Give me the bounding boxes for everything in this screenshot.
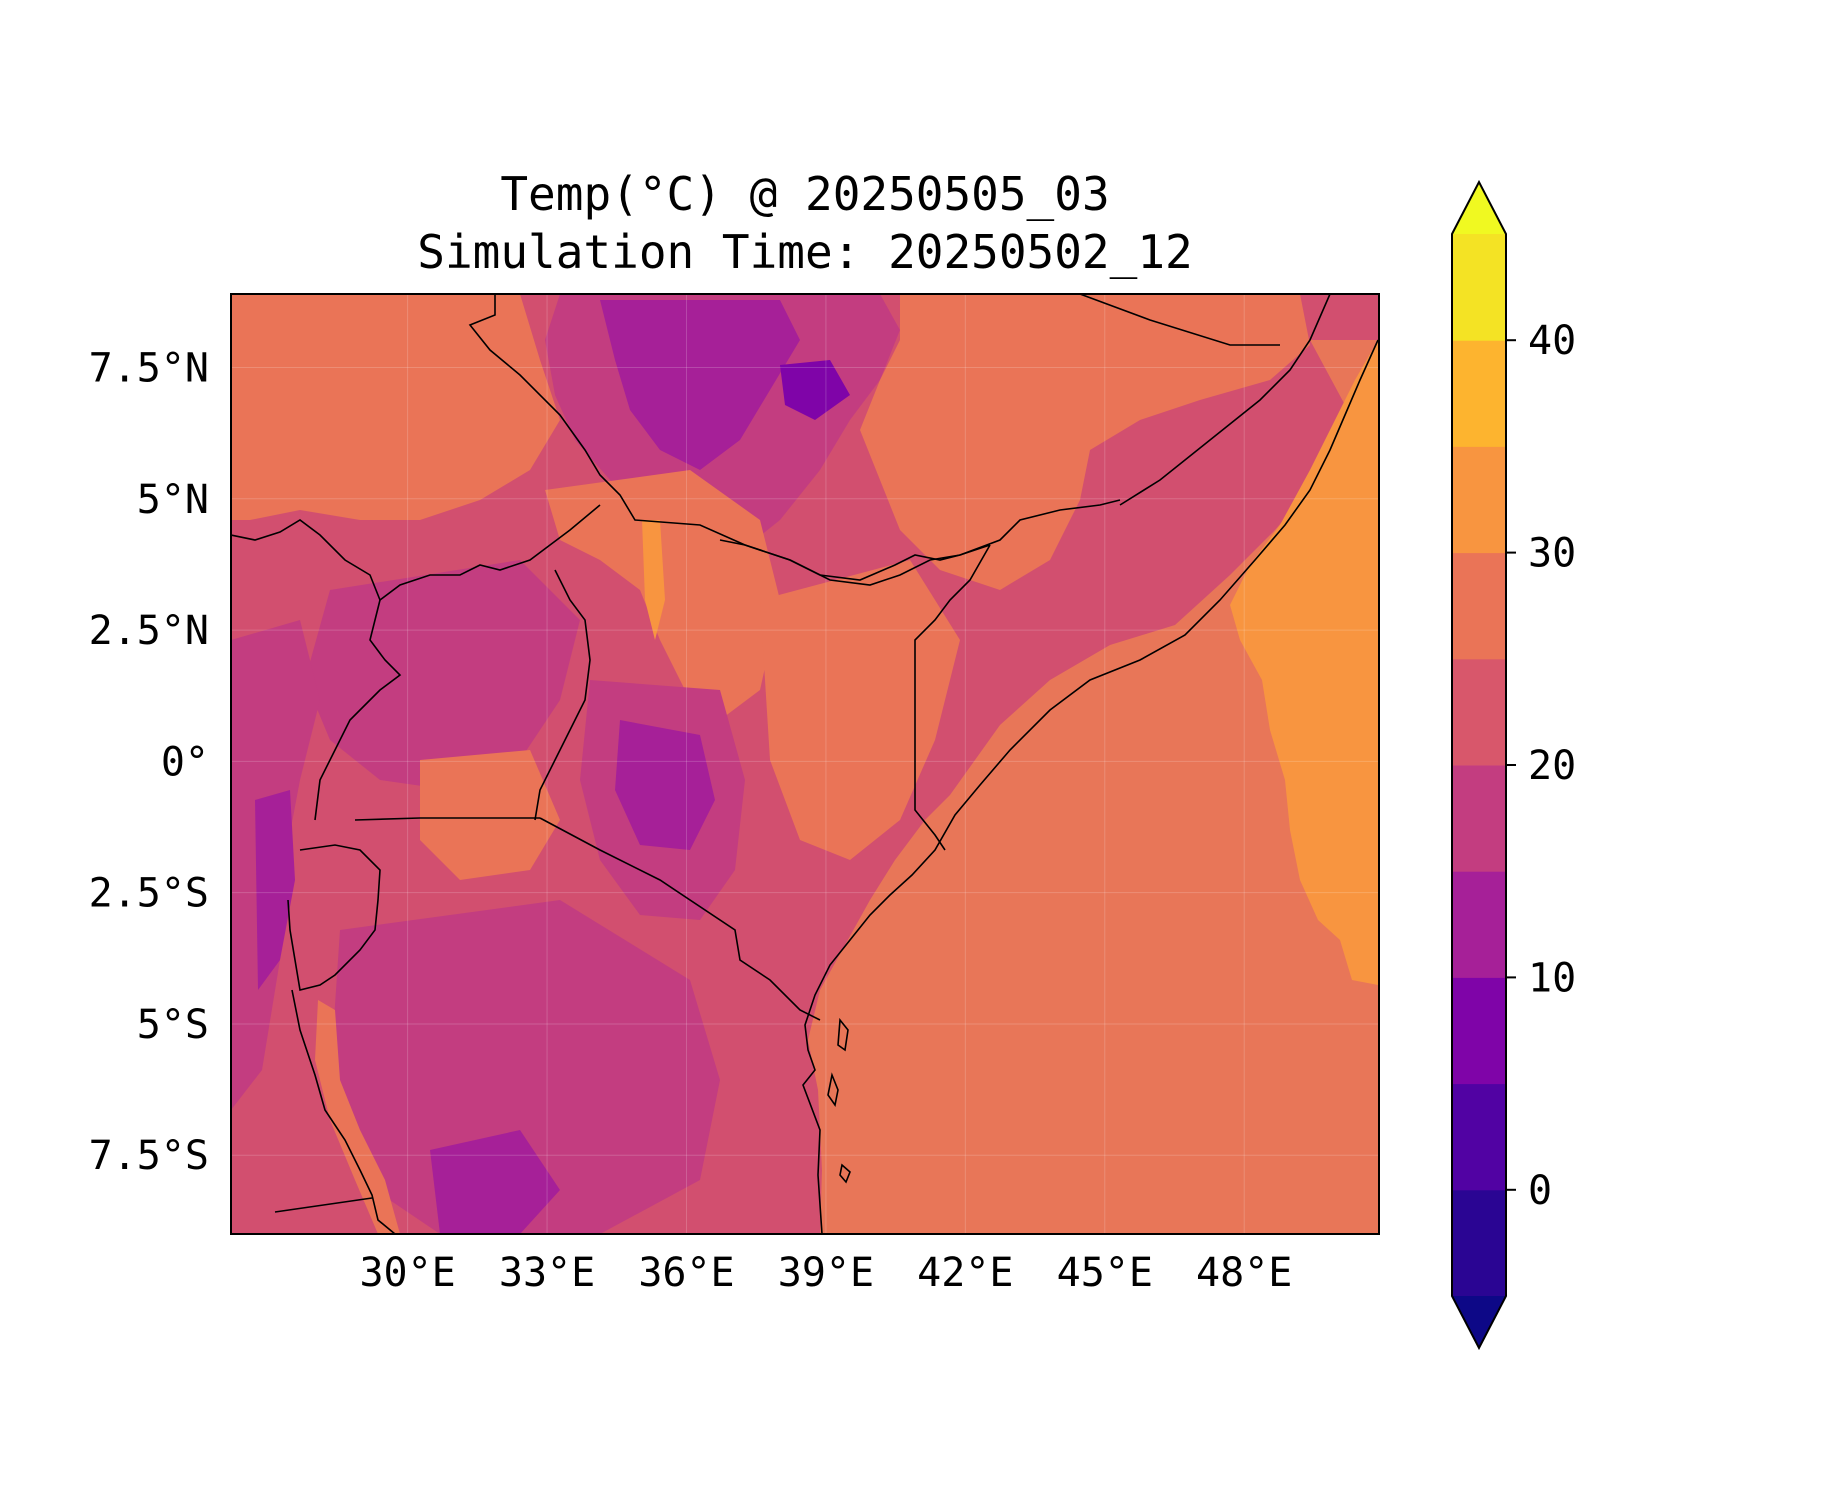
western-sudan-warm-region [231, 294, 560, 520]
colorbar-level [1452, 977, 1506, 1085]
lake-tanganyika-warm-strip [315, 1000, 400, 1234]
lon-tick-label: 45°E [1057, 1250, 1153, 1296]
lat-tick-label: 2.5°S [89, 871, 209, 917]
longitude-axis: 30°E 33°E 36°E 39°E 42°E 45°E 48°E [359, 1250, 1292, 1296]
ethiopia-somalia-border [1119, 294, 1331, 506]
colorbar-tick-label: 0 [1528, 1168, 1552, 1214]
lat-tick-label: 2.5°N [89, 608, 209, 654]
south-sudan-uganda-border [231, 504, 601, 602]
colorbar-level [1452, 340, 1506, 447]
colorbar-tick-label: 10 [1528, 955, 1576, 1001]
colorbar-levels [1452, 234, 1506, 1297]
lat-tick-label: 7.5°N [89, 346, 209, 392]
tanzania-interior-cool-region [330, 900, 720, 1234]
kenya-highlands-cold-core [615, 720, 715, 850]
lake-turkana-hot-strip [642, 520, 665, 640]
colorbar-under-extension [1452, 1296, 1506, 1348]
colorbar-level [1452, 765, 1506, 872]
lake-tanganyika-shore [291, 989, 396, 1234]
figure-title-line1: Temp(°C) @ 20250505_03 [500, 167, 1109, 221]
colorbar-tick-label: 20 [1528, 743, 1576, 789]
warm-sea-surface-region [1230, 340, 1378, 985]
kenya-tanzania-border [539, 817, 821, 1021]
colorbar-ticks: 0 10 20 30 40 [1506, 318, 1576, 1214]
lon-tick-label: 48°E [1196, 1250, 1292, 1296]
colorbar-tick-label: 30 [1528, 531, 1576, 577]
kenya-somalia-border [914, 544, 991, 851]
northern-kenya-warm-region [760, 560, 960, 860]
colorbar-over-extension [1452, 182, 1506, 234]
lon-tick-label: 36°E [638, 1250, 734, 1296]
uganda-kenya-border [534, 569, 591, 821]
western-rift-cold-strip [255, 790, 295, 990]
ethiopian-highlands-coldest-spot [780, 360, 850, 420]
lon-tick-label: 33°E [499, 1250, 595, 1296]
southern-highlands-cold-spot [430, 1130, 560, 1234]
zanzibar-island [837, 1017, 849, 1052]
northeast-lowlands-warm-region [860, 294, 1310, 590]
lat-tick-label: 5°S [137, 1002, 209, 1048]
southern-border-segment [274, 1197, 373, 1213]
land-temperature-patches [231, 294, 1310, 1234]
lake-victoria-warm-region [420, 750, 560, 880]
colorbar-level [1452, 871, 1506, 978]
indian-ocean-area [808, 340, 1378, 1234]
map-gridlines [231, 294, 1379, 1234]
colorbar-level [1452, 658, 1506, 766]
mafia-island [839, 1163, 851, 1184]
map-panel [231, 294, 1379, 1234]
ethiopian-highlands-cold-core [600, 300, 800, 470]
lon-tick-label: 30°E [359, 1250, 455, 1296]
kenya-ethiopia-border [719, 539, 991, 586]
uganda-cool-region [305, 560, 580, 790]
colorbar-level [1452, 1189, 1506, 1297]
colorbar-tick-label: 40 [1528, 318, 1576, 364]
map-frame [230, 293, 1380, 1235]
colorbar-outline [1451, 179, 1507, 1351]
lon-tick-label: 39°E [778, 1250, 874, 1296]
latitude-axis: 7.5°N 5°N 2.5°N 0° 2.5°S 5°S 7.5°S [89, 346, 209, 1180]
rwanda-burundi-border [287, 844, 381, 991]
somalia-coast [802, 339, 1379, 1234]
lat-tick-label: 5°N [137, 477, 209, 523]
colorbar-level [1452, 552, 1506, 660]
ethiopia-eritrea-border [1079, 294, 1280, 346]
lake-victoria-south-border [354, 817, 540, 821]
lat-tick-label: 0° [161, 739, 209, 785]
colorbar-level [1452, 446, 1506, 554]
drc-uganda-border [314, 599, 402, 821]
lon-tick-label: 42°E [917, 1250, 1013, 1296]
lat-tick-label: 7.5°S [89, 1133, 209, 1179]
temperature-colorbar: 0 10 20 30 40 [1451, 179, 1576, 1351]
country-borders [231, 294, 1379, 1234]
figure-title-line2: Simulation Time: 20250502_12 [417, 225, 1192, 279]
colorbar-level [1452, 234, 1506, 341]
pemba-island [827, 1072, 839, 1107]
colorbar-level [1452, 1083, 1506, 1191]
